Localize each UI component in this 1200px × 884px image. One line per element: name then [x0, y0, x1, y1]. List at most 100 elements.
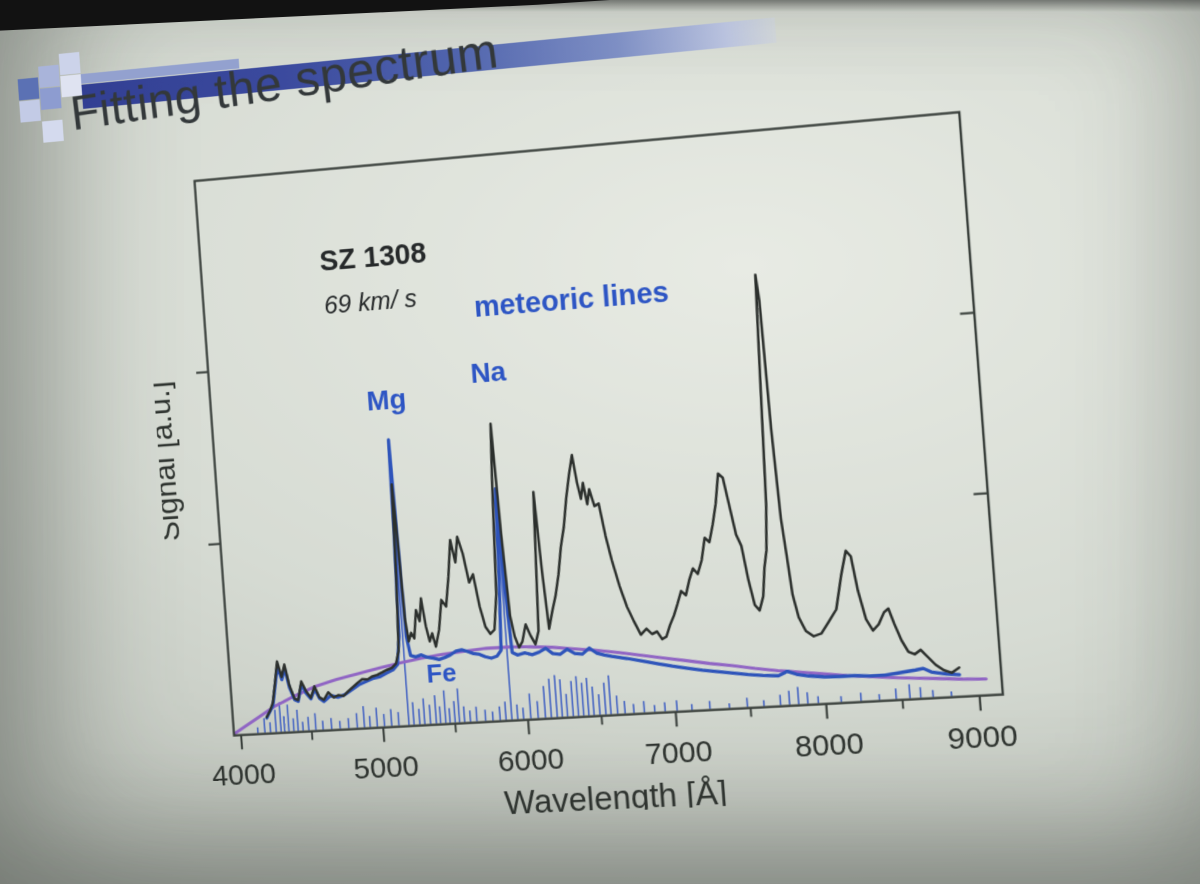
fe-line — [492, 711, 493, 720]
logo-square — [39, 86, 62, 111]
fe-line — [444, 690, 446, 723]
fe-line — [818, 696, 819, 703]
x-major-tick — [241, 735, 242, 749]
logo-square — [38, 64, 61, 88]
fe-line — [564, 693, 568, 717]
fe-line — [747, 698, 748, 707]
fe-line — [861, 693, 862, 701]
fe-line — [676, 700, 677, 710]
x-major-tick — [676, 712, 677, 727]
series-meteoric_lines_model — [248, 400, 960, 718]
fe-line — [644, 701, 645, 713]
x-tick-label: 9000 — [946, 719, 1019, 757]
fe-line — [369, 716, 370, 727]
fe-line — [384, 714, 385, 726]
fe-line — [624, 701, 625, 714]
logo-square — [17, 77, 40, 101]
x-tick-label: 4000 — [211, 757, 277, 793]
fe-line — [449, 708, 450, 723]
x-axis-label: Wavelength [Å] — [503, 774, 728, 822]
fe-line — [470, 710, 471, 721]
annotation-na: Na — [469, 355, 507, 389]
series-observed_spectrum — [238, 261, 960, 717]
fe-line — [275, 710, 277, 732]
fe-line — [440, 706, 441, 723]
fe-line — [270, 722, 271, 732]
fe-line — [464, 706, 465, 722]
fe-line — [592, 687, 594, 716]
fe-line — [297, 710, 299, 731]
x-major-tick — [826, 704, 827, 719]
fe-line — [476, 707, 477, 722]
fe-line — [434, 695, 436, 723]
fe-line — [569, 680, 574, 716]
fe-line — [293, 718, 294, 731]
fe-line — [303, 722, 304, 731]
fe-line — [391, 709, 392, 726]
fe-line — [581, 683, 583, 716]
x-tick-label: 5000 — [353, 750, 420, 787]
fe-line — [356, 713, 357, 728]
x-minor-tick — [903, 700, 904, 709]
fe-line — [517, 704, 518, 719]
spectrum-chart: 4000 5000 6000 7000 8000 9000 Wavelength [Å] Si… — [142, 90, 1019, 822]
fe-line — [536, 701, 540, 719]
fe-line — [348, 718, 349, 728]
fe-line — [604, 683, 606, 715]
logo-square — [19, 99, 42, 123]
slide-title: Fitting the spectrum — [67, 22, 502, 141]
y-tick-right — [974, 493, 988, 494]
fe-line — [340, 721, 341, 729]
annotation-69-km-s: 69 km/ s — [323, 286, 417, 321]
fe-line — [376, 708, 377, 727]
fe-line — [542, 686, 547, 719]
fe-line — [909, 684, 910, 698]
fe-line — [654, 705, 655, 712]
fe-line — [633, 704, 634, 713]
fe-line — [789, 691, 790, 705]
fe-line — [558, 678, 563, 717]
logo-square — [41, 119, 64, 143]
fe-line — [284, 716, 285, 732]
y-tick-right — [960, 313, 974, 314]
x-tick-label: 8000 — [794, 727, 865, 765]
x-major-tick — [980, 696, 981, 711]
x-tick-label: 7000 — [644, 734, 714, 771]
fe-line — [457, 688, 459, 722]
fe-line — [599, 694, 601, 715]
x-major-tick — [383, 728, 384, 742]
fe-line — [553, 674, 558, 718]
fe-line — [423, 698, 425, 724]
y-axis-ticks — [196, 313, 988, 545]
fe-line — [454, 701, 456, 723]
x-major-tick — [528, 720, 529, 735]
fe-line — [896, 689, 897, 700]
fe-line — [331, 718, 332, 729]
annotation-meteoric-lines: meteoric lines — [473, 276, 670, 324]
fe-line — [323, 721, 324, 730]
fe-line — [429, 705, 430, 724]
x-minor-tick — [602, 716, 603, 725]
x-minor-tick — [312, 731, 313, 740]
fe-line — [709, 701, 710, 709]
fe-line — [920, 687, 921, 698]
x-minor-tick — [455, 724, 456, 733]
plot-frame — [195, 112, 1003, 735]
fe-line — [665, 702, 666, 711]
fe-line — [264, 718, 265, 733]
fe-line — [287, 705, 289, 732]
y-tick-left — [208, 544, 220, 545]
fe-line — [505, 702, 506, 720]
logo-square — [58, 51, 81, 76]
y-axis-label: Signal [a.u.] — [142, 380, 186, 542]
fe-line — [529, 694, 531, 719]
fe-line — [807, 692, 808, 704]
x-axis-ticks: 4000 5000 6000 7000 8000 9000 — [211, 694, 1019, 793]
fe-line — [485, 710, 486, 721]
annotation-fe: Fe — [426, 659, 458, 689]
fe-line — [586, 678, 589, 716]
fe-line — [499, 707, 500, 721]
fe-line — [308, 717, 309, 731]
